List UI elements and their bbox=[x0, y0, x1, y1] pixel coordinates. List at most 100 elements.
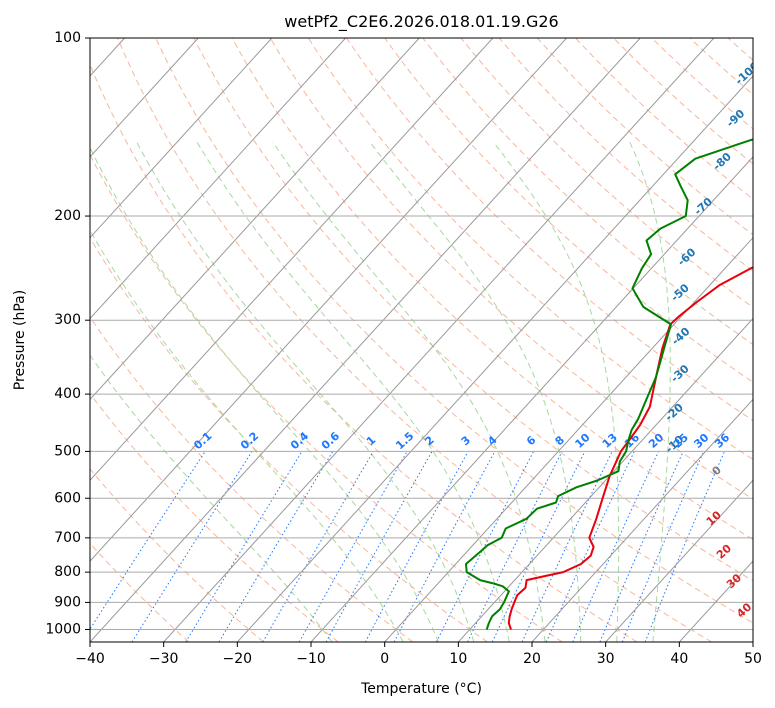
mixing-ratio-line bbox=[435, 451, 535, 642]
x-tick-label: −10 bbox=[296, 651, 326, 667]
mixing-ratio-label: 13 bbox=[600, 431, 620, 451]
moist-adiabats bbox=[90, 141, 671, 642]
dry-adiabat-line bbox=[727, 38, 753, 61]
dry-adiabat-line bbox=[307, 38, 753, 460]
mixing-ratio-lines bbox=[90, 451, 725, 642]
dry-adiabat-label: 10 bbox=[704, 508, 724, 528]
y-tick-label: 500 bbox=[54, 443, 81, 459]
isotherm-line bbox=[90, 38, 273, 239]
dry-adiabat-line bbox=[90, 236, 488, 642]
mixing-ratio-label: 3 bbox=[459, 433, 473, 448]
isotherm-line bbox=[605, 479, 753, 642]
dry-adiabat-line bbox=[90, 392, 339, 642]
dry-adiabat-line bbox=[346, 38, 753, 422]
mixing-ratio-line bbox=[572, 451, 660, 642]
dry-adiabat-line bbox=[766, 38, 775, 642]
mixing-ratio-line bbox=[644, 451, 725, 642]
dry-adiabat-line bbox=[90, 542, 190, 642]
mixing-ratio-label: 6 bbox=[524, 433, 539, 448]
dry-adiabat-line bbox=[90, 316, 414, 642]
mixing-ratio-label: 0.6 bbox=[319, 429, 342, 452]
dewpoint-profile-line bbox=[465, 138, 753, 630]
dry-adiabat-label: 20 bbox=[714, 542, 734, 562]
mixing-ratio-label: 1 bbox=[364, 433, 378, 448]
moist-adiabat-line bbox=[90, 146, 439, 642]
isotherm-line bbox=[236, 75, 753, 642]
dry-adiabat-label: 40 bbox=[734, 600, 754, 620]
mixing-ratio-line bbox=[325, 451, 433, 642]
isotherm-line bbox=[163, 38, 715, 642]
x-tick-label: −20 bbox=[223, 651, 253, 667]
dry-adiabat-line bbox=[90, 468, 264, 642]
isotherm-line bbox=[90, 38, 199, 158]
mixing-ratio-line bbox=[467, 451, 563, 642]
isotherm-grid bbox=[90, 38, 753, 642]
plot-frame bbox=[89, 37, 754, 643]
dry-adiabat-label: -30 bbox=[668, 362, 692, 385]
isotherm-line bbox=[310, 156, 753, 642]
mixing-ratio-line bbox=[90, 451, 206, 631]
x-tick-label: 50 bbox=[744, 651, 762, 667]
isotherm-line bbox=[384, 236, 753, 642]
x-tick-label: 20 bbox=[523, 651, 541, 667]
dry-adiabat-label: -70 bbox=[692, 195, 716, 218]
y-tick-label: 300 bbox=[54, 312, 81, 328]
isotherm-line bbox=[752, 641, 753, 642]
y-tick-label: 200 bbox=[54, 208, 81, 224]
mixing-ratio-line bbox=[393, 451, 496, 642]
isotherm-line bbox=[90, 38, 494, 482]
dry-adiabat-label: -60 bbox=[675, 245, 699, 268]
mixing-ratio-label: 2 bbox=[422, 433, 436, 448]
x-axis: −40 −30 −20 −10 0 10 20 30 40 50 bbox=[75, 642, 762, 667]
mixing-ratio-line bbox=[364, 451, 469, 642]
isotherm-line bbox=[531, 398, 753, 642]
dry-adiabat-line bbox=[269, 38, 753, 500]
moist-adiabat-line bbox=[90, 229, 404, 642]
isobar-grid bbox=[90, 38, 753, 630]
y-tick-label: 1000 bbox=[45, 621, 81, 637]
isotherm-line bbox=[90, 38, 420, 401]
mixing-ratio-label: 16 bbox=[622, 431, 642, 451]
chart-title: wetPf2_C2E6.2026.018.01.19.G26 bbox=[284, 12, 558, 32]
moist-adiabat-line bbox=[369, 141, 582, 642]
mixing-ratio-line bbox=[599, 451, 684, 642]
x-axis-label: Temperature (°C) bbox=[360, 681, 482, 697]
mixing-ratio-line bbox=[185, 451, 303, 642]
y-axis-label: Pressure (hPa) bbox=[12, 290, 28, 390]
moist-adiabat-line bbox=[90, 354, 333, 642]
y-tick-label: 600 bbox=[54, 490, 81, 506]
x-tick-label: −40 bbox=[75, 651, 105, 667]
mixing-ratio-label: 4 bbox=[485, 433, 500, 448]
mixing-ratio-line bbox=[131, 451, 253, 642]
mixing-ratio-line bbox=[218, 451, 334, 642]
dry-adiabat-label: -20 bbox=[663, 401, 687, 424]
mixing-ratio-line bbox=[545, 451, 635, 642]
dry-adiabat-line bbox=[90, 63, 638, 642]
x-tick-label: −30 bbox=[149, 651, 179, 667]
plot-area: -100-90-80-70-60-50-40-30-20-10010203040… bbox=[90, 38, 775, 642]
dry-adiabat-label: -100 bbox=[733, 59, 762, 87]
isotherm-line bbox=[90, 38, 567, 562]
mixing-ratio-label: 10 bbox=[572, 431, 592, 451]
profiles bbox=[465, 138, 753, 630]
mixing-ratio-label: 36 bbox=[712, 431, 732, 451]
dry-adiabat-line bbox=[155, 38, 753, 624]
isotherm-line bbox=[90, 38, 641, 642]
mixing-ratio-line bbox=[262, 451, 374, 642]
moist-adiabat-line bbox=[272, 141, 546, 642]
dry-adiabat-line bbox=[193, 38, 753, 582]
dry-adiabat-line bbox=[117, 38, 712, 642]
y-tick-label: 400 bbox=[54, 386, 81, 402]
x-tick-label: 30 bbox=[597, 651, 615, 667]
mixing-ratio-label: 0.2 bbox=[238, 429, 261, 452]
mixing-ratio-line bbox=[621, 451, 705, 642]
x-tick-label: 10 bbox=[449, 651, 467, 667]
y-axis: 100 200 300 400 500 600 700 800 900 1000 bbox=[45, 30, 90, 637]
y-tick-label: 900 bbox=[54, 594, 81, 610]
dry-adiabat-line bbox=[536, 38, 753, 236]
x-tick-label: 40 bbox=[670, 651, 688, 667]
dry-adiabat-label: 0 bbox=[710, 463, 725, 478]
temperature-profile-line bbox=[507, 266, 753, 630]
x-tick-label: 0 bbox=[380, 651, 389, 667]
